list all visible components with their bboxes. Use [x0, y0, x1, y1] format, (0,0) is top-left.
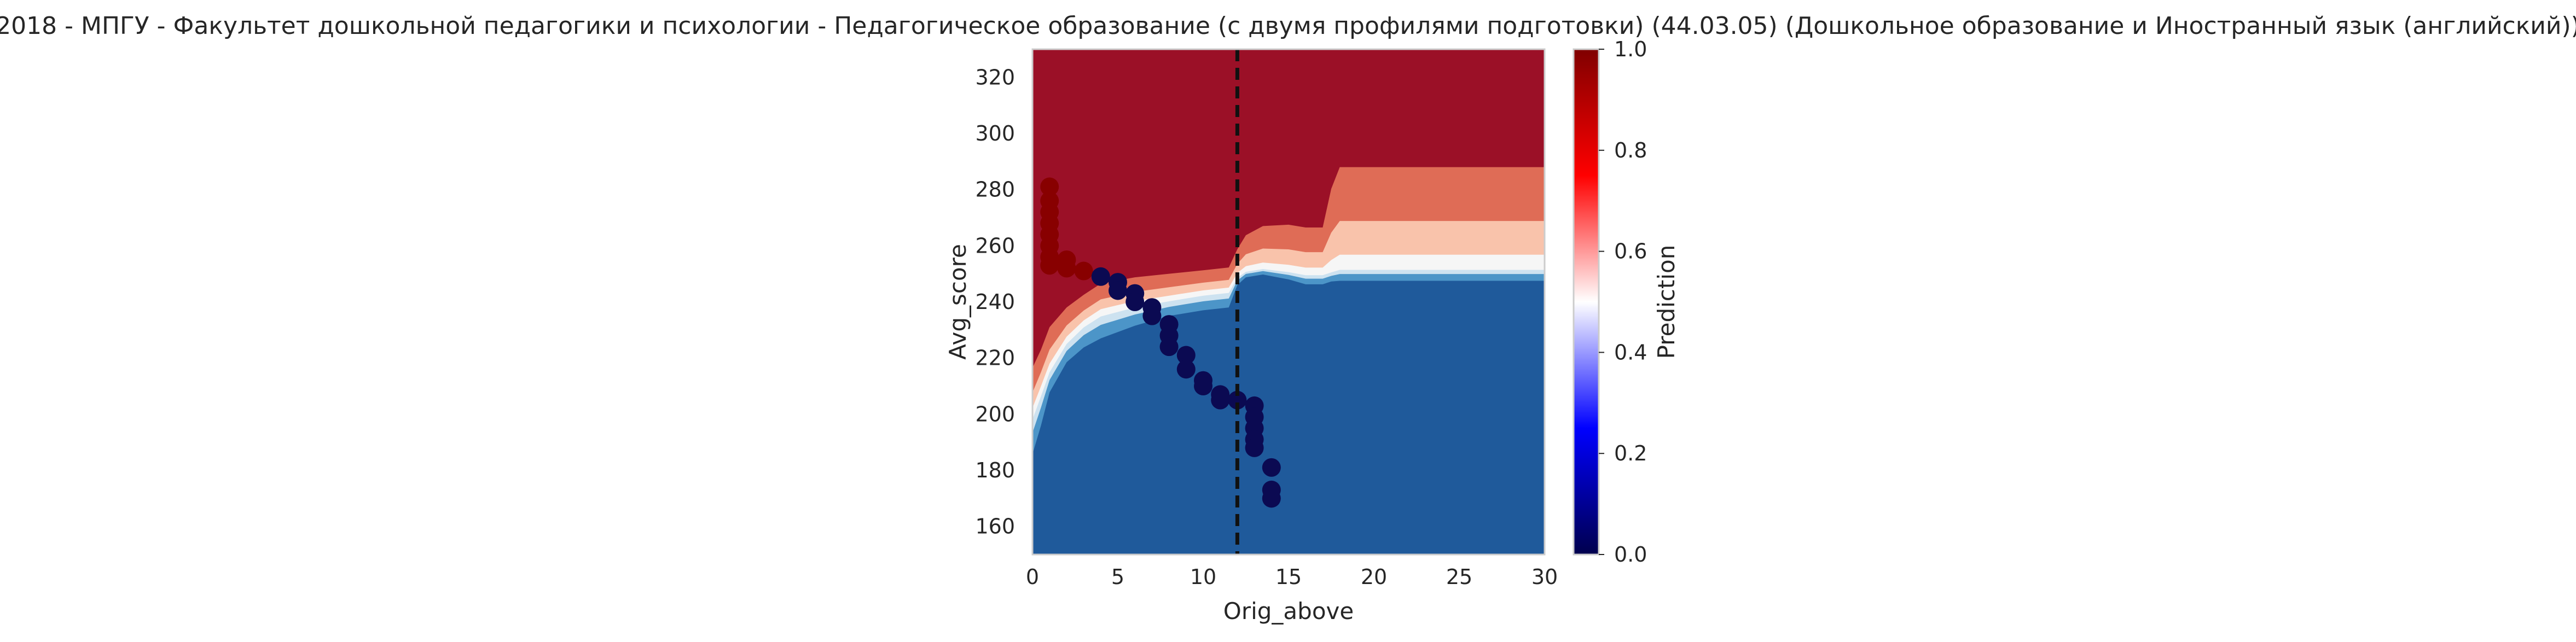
y-tick-label: 200 — [975, 402, 1015, 426]
y-tick-label: 180 — [975, 458, 1015, 482]
colorbar-gradient — [1573, 48, 1600, 556]
y-tick-label: 300 — [975, 121, 1015, 145]
colorbar-ticks: 0.0 0.2 0.4 0.6 0.8 1.0 — [1599, 37, 1647, 567]
contour-band — [1032, 49, 1545, 368]
y-tick-label: 160 — [975, 515, 1015, 539]
y-tick-label: 260 — [975, 234, 1015, 258]
y-tick-label: 240 — [975, 290, 1015, 314]
x-tick-label: 25 — [1446, 565, 1472, 589]
colorbar-tick-label: 0.0 — [1614, 542, 1647, 567]
x-tick-label: 0 — [1026, 565, 1039, 589]
y-tick-label: 280 — [975, 178, 1015, 202]
x-tick-label: 10 — [1190, 565, 1216, 589]
colorbar-tick-label: 0.6 — [1614, 240, 1647, 264]
data-point-class-0 — [1262, 489, 1281, 508]
colorbar: 0.0 0.2 0.4 0.6 0.8 1.0 Prediction — [1573, 37, 1680, 567]
data-points — [1040, 177, 1281, 508]
prediction-contours — [1032, 49, 1545, 555]
x-axis: 0 5 10 15 20 25 30 — [1026, 565, 1558, 589]
data-point-class-0 — [1109, 281, 1127, 300]
plot-area — [1032, 49, 1545, 555]
chart-title: 2018 - МПГУ - Факультет дошкольной педаг… — [0, 12, 2576, 40]
data-point-class-1 — [1074, 261, 1093, 281]
y-tick-label: 320 — [975, 65, 1015, 89]
plot-frame — [1031, 48, 1546, 556]
x-tick-label: 30 — [1531, 565, 1558, 589]
data-point-class-0 — [1159, 337, 1179, 357]
y-axis-label: Avg_score — [944, 244, 971, 360]
data-point-class-0 — [1176, 360, 1196, 379]
y-axis: 160 180 200 220 240 260 280 300 320 — [975, 65, 1015, 538]
x-axis-label: Orig_above — [1223, 598, 1354, 625]
data-point-class-0 — [1142, 306, 1162, 325]
y-tick-label: 220 — [975, 346, 1015, 370]
colorbar-tick-label: 0.2 — [1614, 441, 1647, 465]
colorbar-tick-label: 0.4 — [1614, 340, 1647, 364]
data-point-class-0 — [1228, 390, 1247, 410]
x-tick-label: 5 — [1111, 565, 1124, 589]
x-tick-label: 20 — [1361, 565, 1387, 589]
data-point-class-1 — [1040, 177, 1059, 196]
data-point-class-1 — [1040, 256, 1059, 275]
colorbar-label: Prediction — [1653, 245, 1680, 359]
colorbar-tick-label: 1.0 — [1614, 37, 1647, 61]
data-point-class-0 — [1211, 390, 1230, 410]
colorbar-tick-label: 0.8 — [1614, 138, 1647, 162]
data-point-class-1 — [1057, 259, 1076, 278]
data-point-class-0 — [1262, 458, 1281, 477]
data-point-class-0 — [1245, 438, 1264, 457]
data-point-class-0 — [1125, 293, 1145, 311]
x-tick-label: 15 — [1275, 565, 1302, 589]
data-point-class-0 — [1194, 377, 1212, 395]
data-point-class-0 — [1091, 267, 1110, 286]
data-point-class-0 — [1176, 346, 1196, 365]
